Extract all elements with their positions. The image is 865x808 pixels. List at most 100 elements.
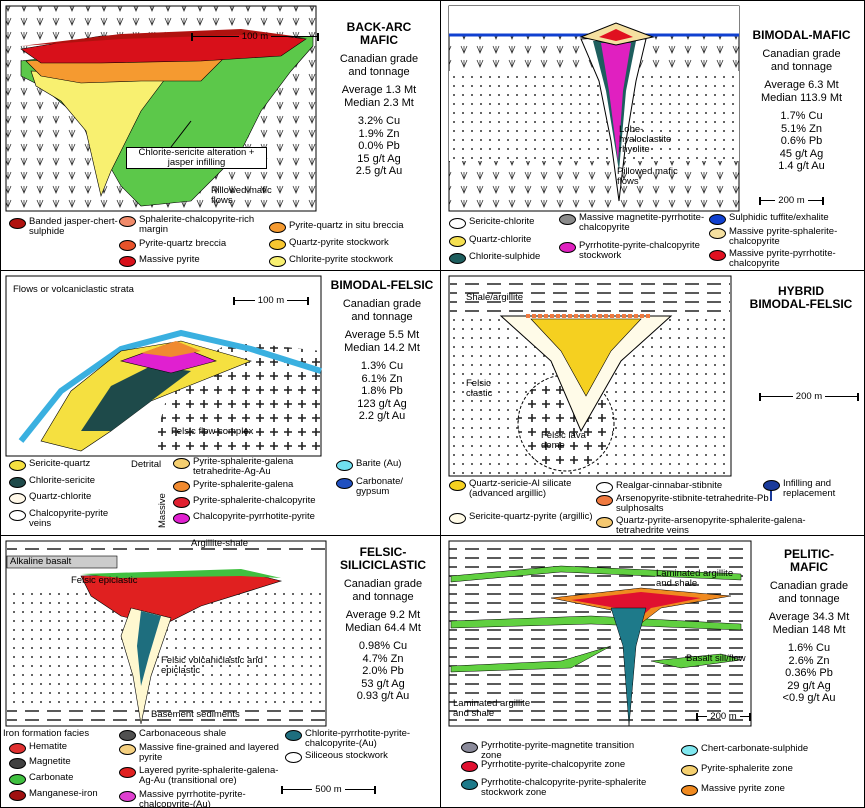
- panel-title: BACK-ARC: [346, 20, 412, 34]
- legend-label: Infilling and replacement: [783, 478, 836, 499]
- shape: [449, 6, 739, 34]
- info-column: HYBRID BIMODAL-FELSIC: [737, 285, 864, 311]
- legend-label: Sericite-quartz-pyrite (argillic): [469, 511, 593, 522]
- legend-item: Sphalerite-chalcopyrite-rich margin: [119, 215, 269, 234]
- legend-item: Layered pyrite-sphalerite-galena-Ag-Au (…: [119, 766, 284, 785]
- panel-title: MAFIC: [360, 33, 398, 47]
- legend-label: Carbonaceous shale: [139, 728, 227, 739]
- legend-label: Pyrite-sphalerite zone: [701, 763, 793, 774]
- legend-swatch: [461, 742, 478, 753]
- legend-item: Quartz-chlorite: [449, 235, 559, 247]
- legend-item: Chalcopyrite-pyrite veins: [9, 509, 119, 528]
- legend-label: Pyrrhotite-pyrite-chalcopyrite stockwork: [579, 240, 700, 261]
- panel: HYBRID BIMODAL-FELSIC 200 m Shale/argillite…: [440, 270, 865, 536]
- scale-line: [271, 36, 317, 37]
- legend-swatch: [596, 482, 613, 493]
- legend-swatch: [173, 497, 190, 508]
- stat-line: 0.93 g/t Au: [356, 690, 410, 702]
- scale-line: [825, 396, 857, 397]
- legend-swatch: [709, 214, 726, 225]
- stat-line: 53 g/t Ag: [361, 677, 405, 690]
- scale-end: [759, 196, 761, 205]
- diagram: [5, 275, 322, 457]
- legend-label: Massive pyrite-sphalerite-chalcopyrite: [729, 226, 838, 247]
- shape: [141, 341, 201, 357]
- panel-title: FELSIC-: [359, 545, 407, 559]
- legend-item: Pyrite-sphalerite-galena: [173, 480, 333, 492]
- legend-label: Massive fine-grained and layered pyrite: [139, 742, 279, 763]
- legend-label: Chlorite-pyrite stockwork: [289, 254, 393, 265]
- legend-swatch: [173, 513, 190, 524]
- legend-swatch: [559, 242, 576, 253]
- legend-swatch: [9, 790, 26, 801]
- diagram-label: Lobe-hyaloclastite rhyolite: [619, 124, 672, 155]
- shape: [7, 542, 325, 556]
- shape: [449, 71, 739, 161]
- stat-line: Average 9.2 Mt: [345, 609, 421, 621]
- shape: [599, 29, 633, 41]
- legend-swatch: [449, 513, 466, 524]
- legend-item: Massive pyrrhotite-pyrite-chalcopyrite-(…: [119, 790, 279, 807]
- legend-item: Sulphidic tuffite/exhalite: [709, 213, 864, 225]
- legend-swatch: [173, 481, 190, 492]
- legend-swatch: [559, 214, 576, 225]
- shape: [137, 611, 161, 686]
- diagram: [448, 540, 752, 727]
- info-column: BACK-ARC MAFIC Canadian grade and tonnage Av…: [319, 21, 439, 178]
- panel: FELSIC- SILICICLASTIC Canadian grade and to…: [0, 535, 441, 808]
- scale-line: [193, 36, 239, 37]
- panel: BIMODAL-FELSIC Canadian grade and tonnage A…: [0, 270, 441, 536]
- legend-swatch: [9, 477, 26, 488]
- diagram-label: Flows or volcaniclastic strata: [13, 284, 134, 295]
- legend-label: Quartz-pyrite stockwork: [289, 237, 389, 248]
- diagram-label: Alkaline basalt: [10, 556, 72, 567]
- legend-swatch: [119, 256, 136, 267]
- shape: [450, 277, 730, 315]
- stat-line: 123 g/t Ag: [357, 397, 407, 410]
- legend-label: Pyrrhotite-chalcopyrite-pyrite-sphalerit…: [481, 777, 647, 798]
- shape: [450, 565, 742, 583]
- legend-label: Pyrite-quartz in situ breccia: [289, 220, 404, 231]
- legend-label: Chlorite-sulphide: [469, 251, 541, 262]
- stat-line: 3.2% Cu: [357, 115, 401, 127]
- grade-heading: Canadian grade: [342, 298, 422, 310]
- diagram-label: Felsic flow complex: [171, 426, 254, 437]
- legend-label: Layered pyrite-sphalerite-galena-Ag-Au (…: [139, 765, 279, 786]
- scale-end: [749, 712, 751, 721]
- legend-item: Siliceous stockwork: [285, 751, 435, 763]
- legend-swatch: [681, 745, 698, 756]
- legend-swatch: [681, 765, 698, 776]
- legend-item: Massive pyrite zone: [681, 784, 851, 796]
- legend-swatch: [681, 785, 698, 796]
- legend-item: Pyrite-sphalerite-chalcopyrite: [173, 496, 333, 508]
- legend-label: Quartz-chlorite: [469, 234, 532, 245]
- stat-line: Median 148 Mt: [772, 623, 846, 636]
- legend-swatch: [9, 460, 26, 471]
- grade-heading: and tonnage: [352, 590, 414, 603]
- stat-line: 1.8% Pb: [361, 385, 403, 397]
- legend-swatch: [269, 256, 286, 267]
- legend-swatch: [173, 458, 190, 469]
- shape: [81, 366, 191, 431]
- legend-item: Quartz-chlorite: [9, 492, 124, 504]
- legend-label: Pyrite-sphalerite-galena: [193, 479, 294, 490]
- scale-label: 200 m: [710, 711, 737, 722]
- stat-line: 4.7% Zn: [362, 652, 404, 665]
- legend-label: Banded jasper-chert-sulphide: [29, 216, 118, 237]
- grade-heading: Canadian grade: [343, 578, 423, 590]
- legend-item: Massive pyrite-sphalerite-chalcopyrite: [709, 226, 864, 247]
- legend-label: Massive pyrite zone: [701, 783, 785, 794]
- legend-label: Siliceous stockwork: [305, 750, 388, 761]
- legend-item: Massive pyrite-pyrrhotite-chalcopyrite: [709, 249, 864, 268]
- legend-item: Quartz-pyrite stockwork: [269, 238, 439, 250]
- legend-swatch: [119, 730, 136, 741]
- shape: [7, 706, 325, 725]
- stat-line: 0.36% Pb: [785, 667, 833, 679]
- scale-end: [281, 785, 283, 794]
- scale-line: [344, 789, 374, 790]
- shape: [450, 645, 612, 673]
- legend-swatch: [119, 767, 136, 778]
- legend-item: Chert-carbonate-sulphide: [681, 744, 861, 756]
- panel-title: BIMODAL-MAFIC: [752, 28, 851, 42]
